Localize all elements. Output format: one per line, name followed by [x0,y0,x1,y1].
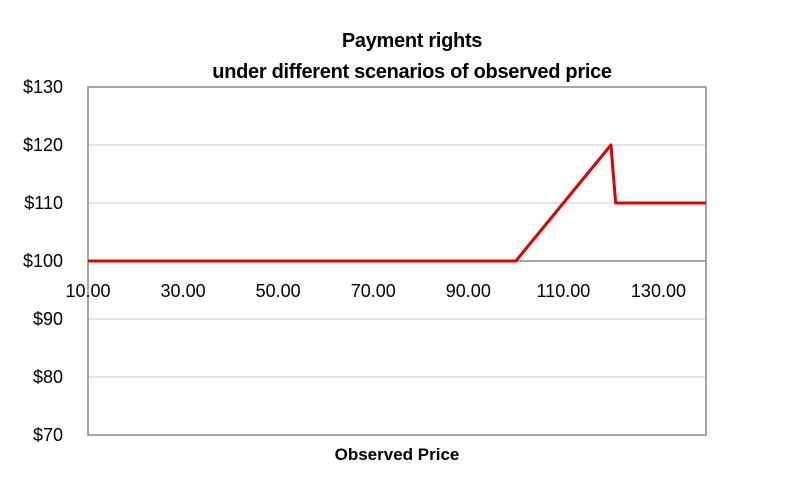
series-group [88,143,706,263]
y-tick-label: $90 [33,309,63,329]
x-tick-label: 30.00 [161,281,206,301]
x-tick-label: 130.00 [631,281,686,301]
chart-title: Payment rights [341,30,483,52]
y-tick-label: $70 [33,425,63,445]
y-tick-label: $120 [23,135,63,155]
x-tick-label: 10.00 [65,281,110,301]
chart-subtitle: under different scenarios of observed pr… [212,61,612,83]
x-tick-label: 50.00 [256,281,301,301]
x-tick-label: 110.00 [537,281,591,301]
x-axis-label: Observed Price [335,445,460,464]
x-tick-label: 70.00 [351,281,396,301]
y-tick-label: $80 [33,367,63,387]
x-tick-label: 90.00 [446,281,491,301]
y-axis-ticks: $70 $80 $90 $100 $110 $120 $130 [23,77,63,445]
y-tick-label: $130 [23,77,63,97]
series-line-0 [88,143,706,263]
y-tick-label: $100 [23,251,63,271]
y-tick-label: $110 [24,193,63,213]
x-axis-ticks: 10.00 30.00 50.00 70.00 90.00 110.00 130.00 [65,281,686,301]
